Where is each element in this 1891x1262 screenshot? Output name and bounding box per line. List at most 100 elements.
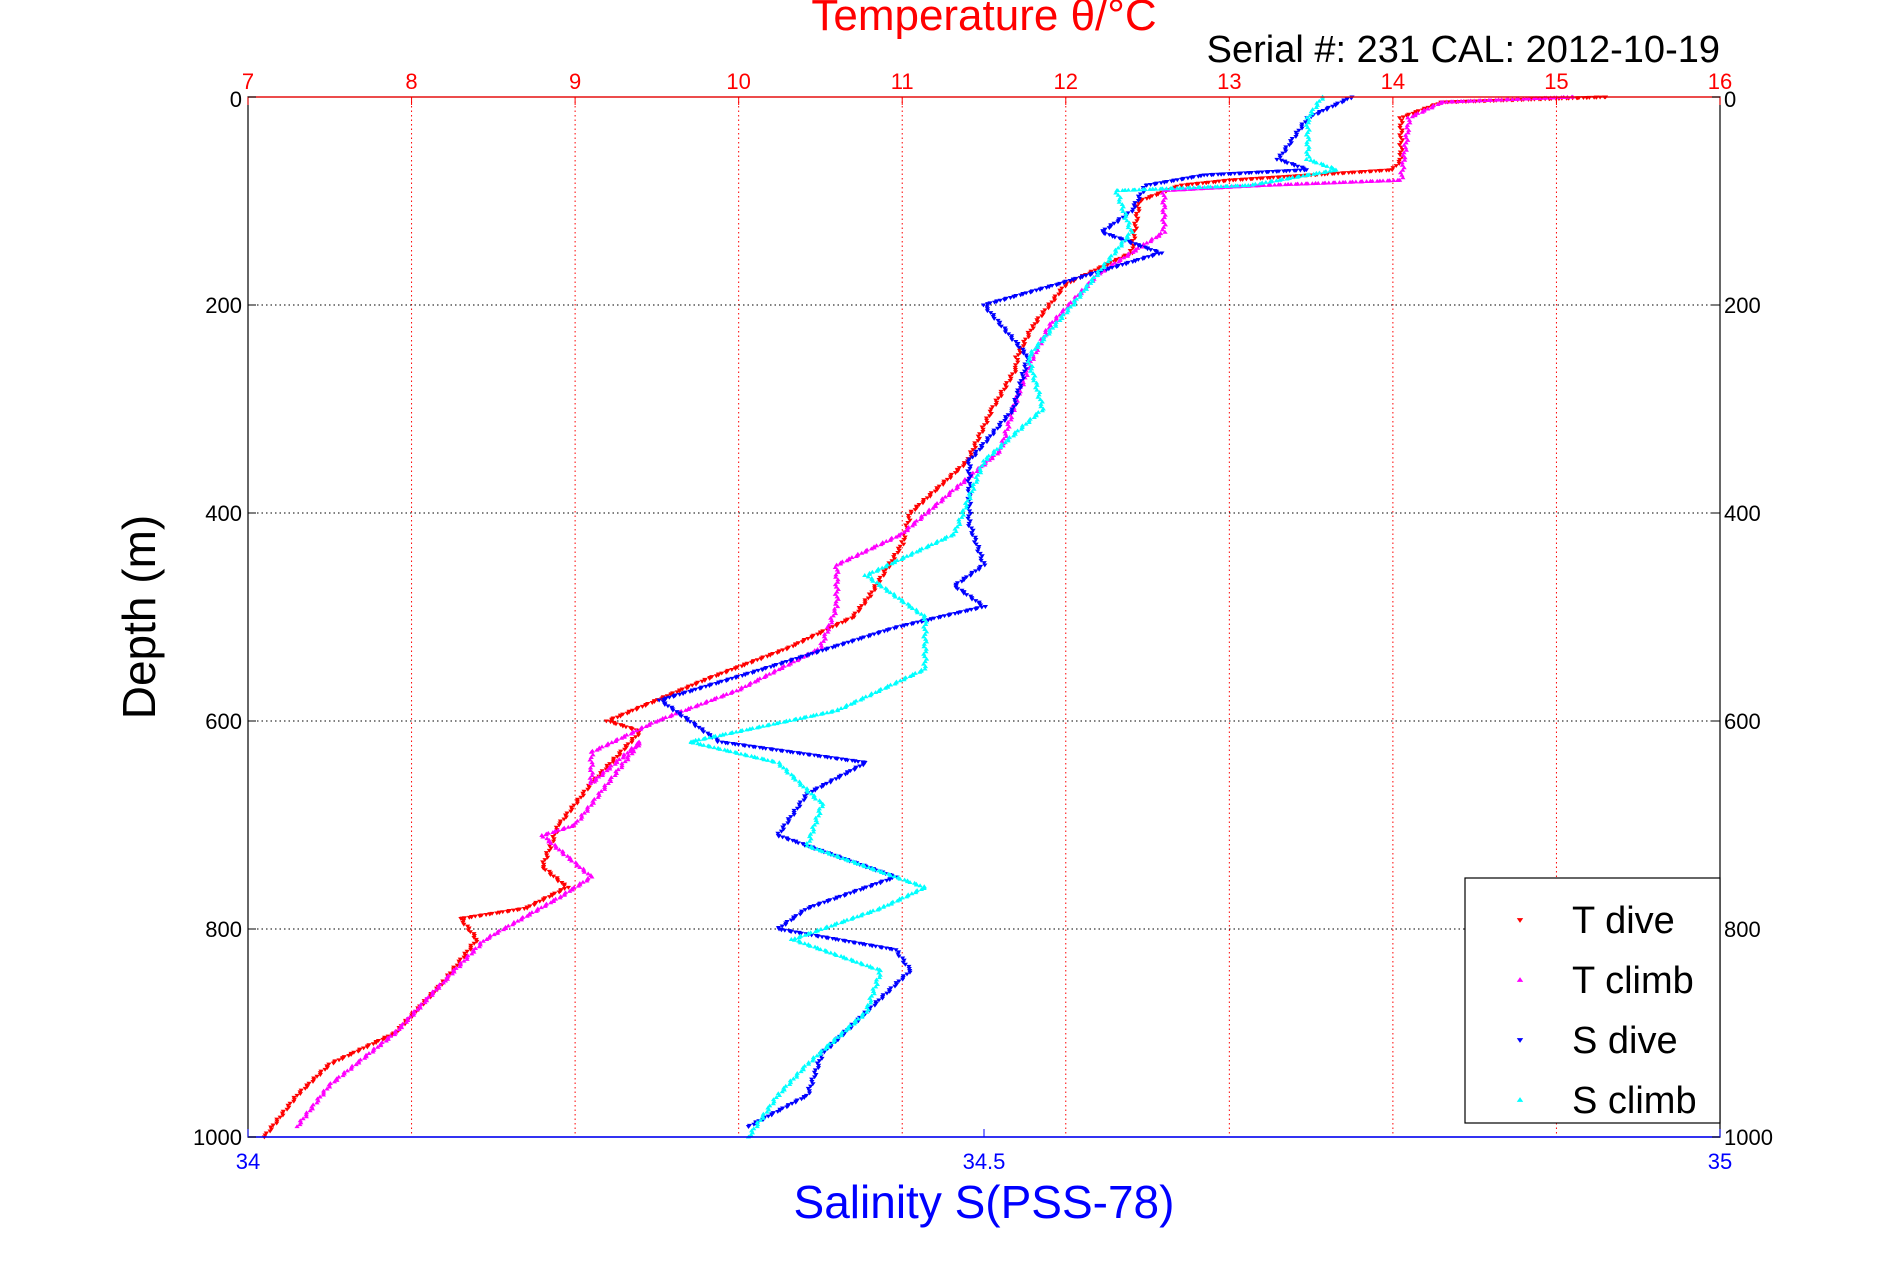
data-point bbox=[1132, 224, 1138, 229]
data-point bbox=[1270, 170, 1276, 174]
data-point bbox=[966, 471, 972, 476]
data-point bbox=[815, 1066, 822, 1071]
data-point bbox=[649, 701, 655, 705]
data-point bbox=[375, 1038, 382, 1043]
data-point bbox=[568, 805, 574, 810]
data-point bbox=[1248, 177, 1254, 182]
data-point bbox=[1012, 397, 1018, 402]
data-point bbox=[941, 614, 948, 619]
data-point bbox=[1218, 184, 1224, 189]
data-point bbox=[897, 678, 903, 683]
data-point bbox=[973, 607, 979, 612]
data-point bbox=[1011, 405, 1017, 409]
data-point bbox=[548, 900, 554, 905]
data-point bbox=[835, 1035, 841, 1039]
data-point bbox=[967, 519, 973, 524]
data-point bbox=[1003, 385, 1009, 390]
data-point bbox=[1329, 172, 1335, 177]
data-point bbox=[1130, 207, 1136, 212]
data-point bbox=[761, 757, 767, 762]
data-point bbox=[809, 1079, 815, 1084]
data-point bbox=[1185, 185, 1191, 190]
data-point bbox=[789, 772, 795, 777]
data-point bbox=[1398, 140, 1404, 145]
data-point bbox=[1042, 333, 1048, 338]
data-point bbox=[683, 707, 689, 712]
data-point bbox=[907, 518, 913, 523]
data-point bbox=[595, 794, 601, 799]
data-point bbox=[610, 760, 616, 765]
data-point bbox=[1394, 178, 1401, 182]
data-point bbox=[286, 1105, 292, 1110]
data-point bbox=[800, 1065, 806, 1070]
data-point bbox=[1335, 101, 1341, 106]
data-point bbox=[624, 750, 631, 755]
data-point bbox=[877, 580, 883, 584]
data-point bbox=[472, 946, 479, 951]
data-point bbox=[1309, 181, 1316, 186]
data-point bbox=[1161, 215, 1168, 220]
data-point bbox=[825, 936, 831, 941]
data-point bbox=[1339, 100, 1345, 105]
data-point bbox=[613, 722, 619, 727]
data-point bbox=[1419, 109, 1425, 114]
data-point bbox=[1005, 413, 1011, 418]
data-point bbox=[895, 950, 902, 955]
data-point bbox=[1486, 98, 1492, 102]
data-point bbox=[954, 524, 960, 529]
data-point bbox=[444, 976, 451, 981]
data-point bbox=[821, 900, 827, 905]
data-point bbox=[1284, 161, 1290, 166]
data-point bbox=[1314, 100, 1320, 105]
data-point bbox=[886, 561, 892, 566]
data-point bbox=[914, 610, 921, 615]
data-point bbox=[1012, 400, 1018, 405]
data-point bbox=[901, 529, 907, 534]
data-point bbox=[804, 654, 810, 658]
data-point bbox=[580, 879, 586, 884]
data-point bbox=[1002, 440, 1008, 445]
data-point bbox=[826, 1041, 832, 1046]
data-point bbox=[1136, 196, 1142, 201]
data-point bbox=[875, 631, 881, 636]
legend-label: T dive bbox=[1572, 900, 1675, 942]
data-point bbox=[788, 937, 794, 941]
data-point bbox=[790, 644, 796, 649]
data-point bbox=[857, 697, 864, 702]
data-point bbox=[940, 482, 946, 487]
data-point bbox=[734, 688, 740, 693]
data-point bbox=[843, 1028, 849, 1033]
data-point bbox=[965, 459, 971, 464]
data-point bbox=[1397, 116, 1403, 121]
data-point bbox=[303, 1110, 310, 1115]
data-point bbox=[921, 617, 927, 622]
data-point bbox=[925, 510, 931, 515]
data-point bbox=[921, 661, 927, 666]
data-point bbox=[800, 1067, 807, 1072]
data-point bbox=[1132, 248, 1139, 253]
data-point bbox=[975, 439, 981, 443]
data-point bbox=[587, 765, 594, 770]
data-point bbox=[656, 698, 662, 703]
data-point bbox=[790, 1076, 796, 1081]
data-point bbox=[1541, 95, 1547, 100]
data-point bbox=[1034, 320, 1041, 325]
data-point bbox=[1320, 108, 1326, 113]
data-point bbox=[396, 1027, 402, 1031]
data-point bbox=[1174, 185, 1180, 190]
data-point bbox=[959, 579, 965, 584]
data-point bbox=[504, 909, 510, 914]
data-point bbox=[819, 648, 826, 653]
data-point bbox=[1037, 390, 1043, 395]
data-point bbox=[1053, 319, 1059, 324]
data-point bbox=[1458, 99, 1464, 104]
data-point bbox=[331, 1079, 338, 1084]
data-point bbox=[1397, 152, 1403, 157]
data-point bbox=[839, 620, 845, 625]
data-point bbox=[364, 1045, 370, 1050]
data-point bbox=[1122, 215, 1128, 220]
data-point bbox=[677, 692, 683, 697]
data-point bbox=[718, 694, 724, 699]
data-point bbox=[1330, 104, 1336, 109]
data-point bbox=[807, 753, 813, 758]
